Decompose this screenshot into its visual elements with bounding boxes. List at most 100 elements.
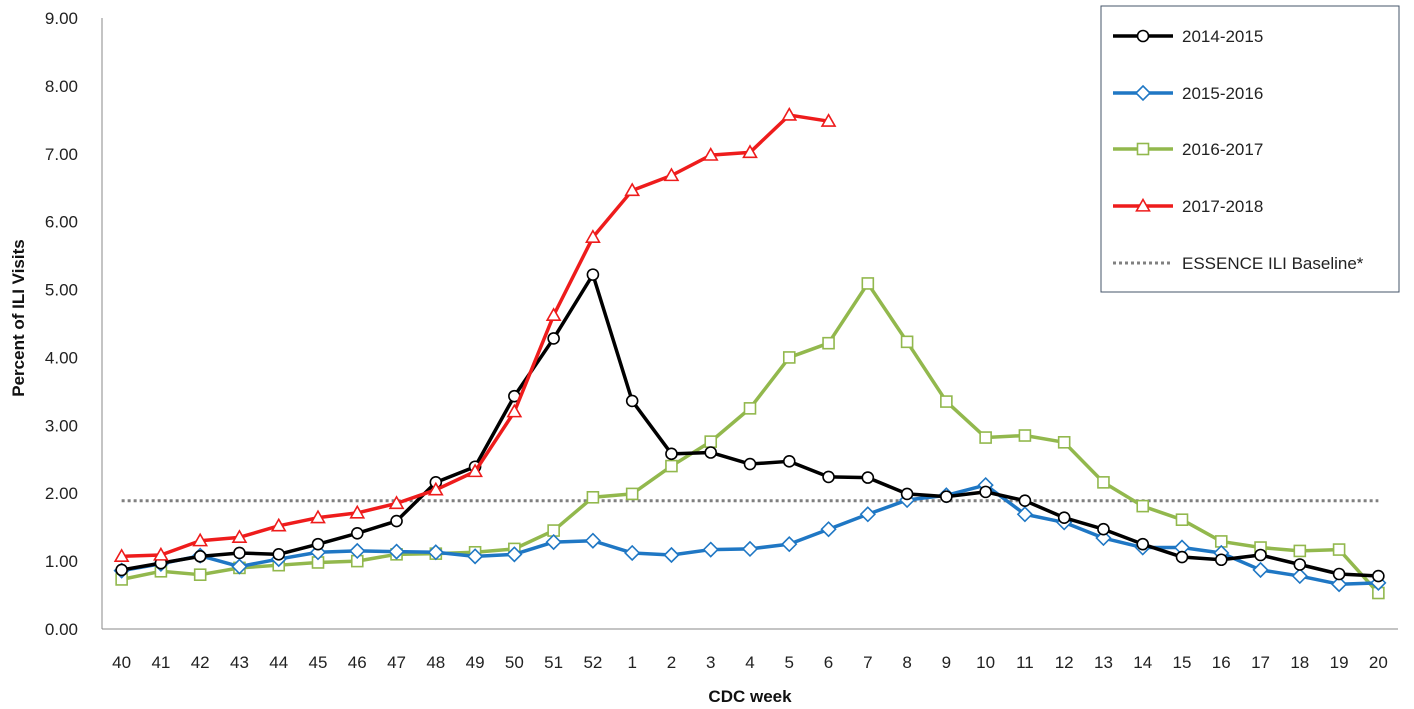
data-point xyxy=(390,514,403,528)
data-point xyxy=(625,487,639,501)
data-point xyxy=(1291,567,1308,585)
series-layer xyxy=(113,106,1387,600)
data-point xyxy=(233,546,246,560)
data-point xyxy=(820,521,837,538)
data-point xyxy=(940,490,953,503)
series-2014-2015 xyxy=(115,268,1385,583)
x-tick-label: 50 xyxy=(505,653,524,672)
x-tick-label: 41 xyxy=(151,653,170,672)
data-point xyxy=(625,394,639,408)
y-tick-label: 2.00 xyxy=(45,484,78,503)
series-2015-2016 xyxy=(113,476,1387,593)
x-tick-label: 11 xyxy=(1016,653,1034,672)
legend-item: ESSENCE ILI Baseline* xyxy=(1113,254,1364,273)
data-point xyxy=(1097,522,1110,536)
legend-swatch-marker xyxy=(1136,29,1150,43)
data-point xyxy=(113,548,130,563)
x-tick-label: 45 xyxy=(309,653,328,672)
data-point xyxy=(193,550,207,563)
data-point xyxy=(743,457,757,471)
data-point xyxy=(702,541,719,558)
axes xyxy=(101,18,1398,630)
data-point xyxy=(388,495,405,510)
data-point xyxy=(741,540,759,558)
data-point xyxy=(584,532,602,549)
x-tick-label: 51 xyxy=(544,653,563,672)
x-tick-labels: 40 41 42 43 44 45 46 47 48 49 50 51 52 1 2 3 4 5 6 7 8 9 10 11 1… xyxy=(112,653,1388,672)
data-point xyxy=(310,509,326,524)
legend-swatch-marker xyxy=(1135,197,1151,212)
data-point xyxy=(1057,511,1071,524)
x-tick-label: 1 xyxy=(627,653,636,672)
data-point xyxy=(624,544,641,562)
data-point xyxy=(1372,569,1385,583)
data-point xyxy=(781,106,798,121)
data-point xyxy=(586,490,600,504)
y-tick-label: 4.00 xyxy=(45,348,78,367)
data-point xyxy=(1057,436,1071,449)
data-point xyxy=(467,463,483,478)
y-tick-label: 0.00 xyxy=(45,620,78,639)
legend-swatch-marker xyxy=(1136,142,1150,156)
data-point xyxy=(506,546,523,563)
data-point xyxy=(859,506,876,523)
data-point xyxy=(665,459,678,473)
data-point xyxy=(663,546,680,564)
data-point xyxy=(979,431,992,444)
data-point xyxy=(1016,506,1034,523)
data-point xyxy=(388,543,405,560)
data-point xyxy=(1136,537,1150,551)
x-tick-label: 4 xyxy=(745,653,754,672)
x-tick-label: 7 xyxy=(863,653,872,672)
x-tick-label: 52 xyxy=(583,653,602,672)
x-tick-label: 14 xyxy=(1133,653,1152,672)
data-point xyxy=(743,402,757,415)
data-point xyxy=(1175,550,1189,564)
data-point xyxy=(1332,543,1346,556)
data-point xyxy=(349,504,366,519)
data-point xyxy=(586,268,600,281)
data-point xyxy=(192,532,209,547)
data-point xyxy=(702,147,719,161)
x-tick-label: 9 xyxy=(942,653,951,672)
legend-label: ESSENCE ILI Baseline* xyxy=(1182,254,1364,273)
x-tick-label: 8 xyxy=(902,653,911,672)
x-tick-label: 19 xyxy=(1330,653,1349,672)
legend-label: 2014-2015 xyxy=(1182,27,1263,46)
y-tick-label: 8.00 xyxy=(45,77,78,96)
y-tick-label: 1.00 xyxy=(45,552,78,571)
x-axis-title: CDC week xyxy=(708,687,792,706)
x-tick-label: 13 xyxy=(1094,653,1113,672)
y-tick-label: 7.00 xyxy=(45,145,78,164)
x-tick-label: 17 xyxy=(1251,653,1270,672)
legend-swatch-marker xyxy=(1134,84,1152,102)
data-point xyxy=(1332,567,1346,581)
data-point xyxy=(861,277,875,290)
legend-label: 2015-2016 xyxy=(1182,84,1263,103)
y-axis-title: Percent of ILI Visits xyxy=(9,239,28,396)
data-point xyxy=(624,182,641,197)
x-tick-label: 48 xyxy=(426,653,445,672)
x-tick-label: 46 xyxy=(348,653,367,672)
legend-item: 2016-2017 xyxy=(1113,140,1263,159)
data-point xyxy=(742,144,758,159)
data-point xyxy=(547,332,560,345)
data-point xyxy=(311,537,325,551)
data-point xyxy=(506,403,523,418)
x-tick-label: 49 xyxy=(466,653,485,672)
y-tick-labels: 0.00 1.00 2.00 3.00 4.00 5.00 6.00 7.00 8.00 9.00 xyxy=(45,9,78,639)
x-tick-label: 3 xyxy=(706,653,715,672)
data-point xyxy=(1018,494,1032,507)
x-tick-label: 44 xyxy=(269,653,288,672)
data-point xyxy=(1097,476,1110,489)
data-point xyxy=(231,558,248,575)
data-point xyxy=(1214,553,1228,567)
data-point xyxy=(822,470,835,484)
x-tick-label: 5 xyxy=(785,653,794,672)
data-point xyxy=(822,336,835,350)
data-point xyxy=(940,395,953,408)
data-point xyxy=(272,548,286,561)
legend-item: 2014-2015 xyxy=(1113,27,1263,46)
data-point xyxy=(861,471,875,484)
